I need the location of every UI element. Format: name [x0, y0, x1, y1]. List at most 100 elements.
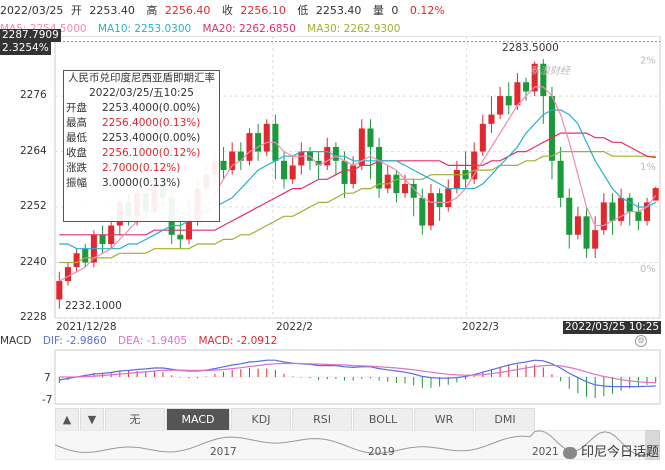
max-price-label: 2283.5000 — [502, 42, 559, 54]
sina-logo: 新浪财经 — [530, 66, 570, 77]
open-value: 2253.40 — [89, 4, 135, 17]
y-tick-label: 2276 — [20, 89, 47, 102]
candle-body — [609, 202, 616, 221]
candle-body — [229, 151, 236, 171]
tooltip-key: 最高 — [66, 117, 87, 129]
macd-settings-icon[interactable]: ⚙ — [635, 335, 647, 347]
ma10-line — [59, 109, 656, 250]
macd-dea: DEA: -1.9405 — [117, 335, 188, 347]
candle-body — [358, 128, 365, 166]
candle-body — [652, 188, 659, 201]
candle-body — [626, 197, 633, 212]
y-tick-label: 2228 — [20, 311, 47, 323]
candle-body — [531, 63, 538, 92]
tooltip-row: 振幅 3.0000(0.13%) — [64, 176, 219, 191]
top-price-tag: 2287.7909 — [0, 29, 61, 42]
candle-body — [453, 170, 460, 189]
crosshair-time-tag: 2022/03/25 10:25 — [563, 321, 662, 334]
candle-body — [445, 188, 452, 208]
candle-body — [618, 197, 625, 221]
candle-body — [99, 234, 106, 245]
tab-rsi[interactable]: RSI — [292, 408, 352, 431]
candle-body — [514, 82, 521, 106]
candle-body — [600, 202, 607, 231]
candle-body — [419, 197, 426, 226]
low-label: 低 — [297, 4, 309, 17]
open-label: 开 — [70, 4, 82, 17]
candle-body — [402, 183, 409, 194]
candle-body — [263, 123, 270, 152]
tab-macd[interactable]: MACD — [166, 408, 230, 431]
tooltip-row: 最低 2253.4000(0.00%) — [64, 131, 219, 146]
wechat-icon — [562, 446, 577, 459]
high-label: 高 — [146, 4, 158, 17]
macd-ytick-bottom: -7 — [42, 394, 53, 406]
pct-tick-label: 0% — [640, 264, 656, 275]
tab-kdj[interactable]: KDJ — [231, 408, 291, 431]
ma20-line — [59, 132, 656, 236]
y-tick-label: 2252 — [20, 200, 47, 213]
candle-body — [505, 96, 512, 106]
macd-chart — [54, 349, 661, 405]
pct-tick-label: 1% — [640, 162, 656, 173]
candle-body — [237, 151, 244, 161]
candle-body — [427, 193, 434, 226]
tooltip-value: 2.7000(0.12%) — [102, 162, 181, 174]
tab-none[interactable]: 无 — [105, 408, 165, 431]
high-value: 2256.40 — [164, 4, 211, 17]
ma-legend: MA5: 2254.5000 MA10: 2253.0300 MA20: 226… — [0, 22, 408, 36]
candle-body — [177, 234, 184, 240]
candle-body — [557, 160, 564, 198]
macd-dif: DIF: -2.9860 — [42, 335, 107, 347]
tooltip-key: 振幅 — [66, 177, 87, 189]
macd-header: MACD DIF: -2.9860 DEA: -1.9405 MACD: -2.… — [0, 334, 285, 348]
min-price-label: 2232.1000 — [65, 300, 122, 312]
scroll-up-icon[interactable]: ▲ — [55, 408, 79, 431]
tab-boll[interactable]: BOLL — [353, 408, 413, 431]
wechat-watermark: 印尼今日话题 — [562, 441, 659, 460]
candle-body — [523, 82, 530, 92]
tooltip-time: 2022/03/25/五10:25 — [89, 87, 194, 99]
scroll-down-icon[interactable]: ▼ — [80, 408, 104, 431]
candle-body — [592, 230, 599, 249]
vol-value: 0 — [391, 4, 399, 17]
legend-ma30: MA30: 2262.9300 — [307, 23, 401, 35]
tooltip-value: 2253.4000(0.00%) — [102, 132, 201, 144]
y-tick-label: 2264 — [20, 144, 47, 157]
candle-body — [220, 160, 227, 171]
tooltip-key: 涨跌 — [66, 162, 87, 174]
scroll-handle — [645, 430, 660, 460]
candle-body — [376, 146, 383, 189]
tooltip-value: 2256.4000(0.13%) — [102, 117, 201, 129]
dea-line — [59, 362, 656, 384]
vol-label: 量 — [372, 4, 384, 17]
quote-header: 2022/03/25 开 2253.40 高 2256.40 收 2256.10… — [0, 0, 665, 22]
candle-body — [255, 133, 262, 152]
range-scrollbar[interactable] — [55, 430, 660, 460]
tooltip-row: 涨跌 2.7000(0.12%) — [64, 161, 219, 176]
candle-body — [548, 96, 555, 161]
ma30-line — [59, 151, 656, 264]
candle-body — [574, 216, 581, 235]
y-tick-label: 2240 — [20, 255, 47, 268]
candle-body — [367, 128, 374, 147]
candle-body — [341, 160, 348, 184]
tab-wr[interactable]: WR — [414, 408, 474, 431]
header-date: 2022/03/25 — [0, 4, 64, 17]
scroll-sparkline — [55, 430, 651, 456]
year-label-2019: 2019 — [368, 446, 395, 458]
candle-body — [315, 160, 322, 166]
candle-body — [644, 202, 651, 221]
candle-body — [479, 123, 486, 152]
candle-body — [350, 165, 357, 184]
tooltip-row: 开盘 2253.4000(0.00%) — [64, 101, 219, 116]
candle-body — [566, 197, 573, 235]
candle-body — [635, 211, 642, 221]
tooltip-key: 收盘 — [66, 147, 87, 159]
tooltip-title: 人民币兑印度尼西亚盾即期汇率 — [68, 72, 215, 84]
tab-dmi[interactable]: DMI — [475, 408, 535, 431]
candle-body — [289, 165, 296, 180]
x-label-start: 2021/12/28 — [56, 321, 117, 333]
indicator-tabs: ▲ ▼ 无 MACD KDJ RSI BOLL WR DMI — [55, 408, 536, 431]
year-label-2021: 2021 — [532, 446, 559, 458]
